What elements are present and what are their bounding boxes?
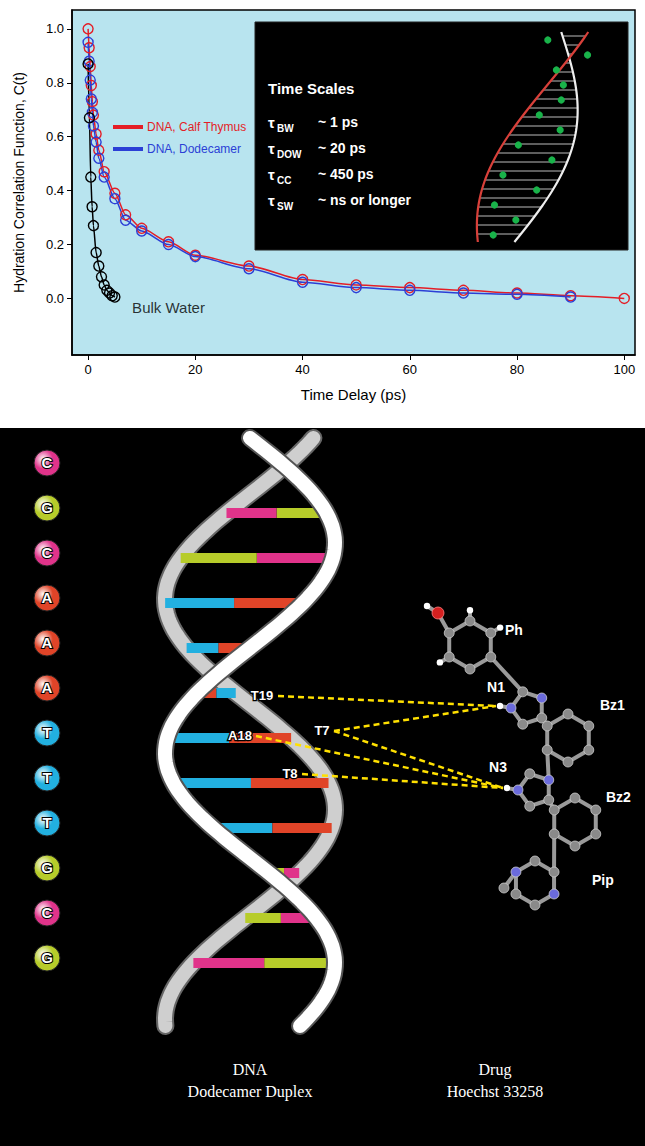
svg-text:A: A (42, 679, 53, 696)
svg-text:T: T (42, 769, 51, 786)
svg-text:0: 0 (84, 362, 91, 377)
svg-text:N1: N1 (487, 679, 505, 695)
svg-text:Time Scales: Time Scales (268, 80, 354, 97)
svg-text:G: G (41, 859, 53, 876)
svg-text:0.4: 0.4 (46, 183, 64, 198)
svg-text:Bz1: Bz1 (600, 697, 625, 713)
svg-text:0.8: 0.8 (46, 75, 64, 90)
svg-text:τ: τ (268, 166, 275, 183)
svg-text:0.0: 0.0 (46, 291, 64, 306)
svg-text:0.6: 0.6 (46, 129, 64, 144)
svg-text:~ ns or longer: ~ ns or longer (318, 192, 412, 208)
svg-text:~ 1 ps: ~ 1 ps (318, 114, 358, 130)
svg-text:Bulk Water: Bulk Water (132, 299, 205, 316)
svg-text:T: T (42, 814, 51, 831)
svg-text:~ 20 ps: ~ 20 ps (318, 140, 366, 156)
svg-text:Dodecamer Duplex: Dodecamer Duplex (188, 1083, 313, 1101)
svg-text:Ph: Ph (505, 622, 523, 638)
svg-text:DNA, Dodecamer: DNA, Dodecamer (147, 142, 241, 156)
svg-text:Hoechst 33258: Hoechst 33258 (447, 1083, 543, 1100)
svg-text:τ: τ (268, 114, 275, 131)
svg-text:A: A (42, 589, 53, 606)
svg-text:DNA: DNA (233, 1061, 268, 1078)
svg-text:Pip: Pip (592, 872, 614, 888)
svg-text:80: 80 (510, 362, 524, 377)
svg-text:1.0: 1.0 (46, 21, 64, 36)
svg-text:DOW: DOW (277, 149, 302, 160)
svg-text:C: C (42, 904, 53, 921)
svg-text:~ 450 ps: ~ 450 ps (318, 166, 374, 182)
svg-text:100: 100 (613, 362, 635, 377)
svg-text:A: A (42, 634, 53, 651)
svg-text:Drug: Drug (479, 1061, 512, 1079)
svg-text:SW: SW (277, 201, 294, 212)
svg-text:DNA, Calf Thymus: DNA, Calf Thymus (147, 120, 246, 134)
svg-text:C: C (42, 454, 53, 471)
svg-text:Hydration Correlation Function: Hydration Correlation Function, C(t) (11, 72, 27, 293)
svg-text:A18: A18 (228, 728, 252, 743)
svg-text:T: T (42, 724, 51, 741)
svg-text:20: 20 (188, 362, 202, 377)
svg-text:60: 60 (403, 362, 417, 377)
svg-text:T8: T8 (282, 766, 297, 781)
svg-text:τ: τ (268, 192, 275, 209)
svg-text:Bz2: Bz2 (606, 789, 631, 805)
svg-text:G: G (41, 499, 53, 516)
svg-text:0.2: 0.2 (46, 237, 64, 252)
svg-text:C: C (42, 544, 53, 561)
svg-text:CC: CC (277, 175, 291, 186)
svg-text:T19: T19 (251, 688, 273, 703)
svg-text:40: 40 (295, 362, 309, 377)
svg-text:Time Delay (ps): Time Delay (ps) (301, 386, 406, 403)
svg-text:N3: N3 (489, 759, 507, 775)
svg-text:T7: T7 (314, 723, 329, 738)
svg-text:τ: τ (268, 140, 275, 157)
svg-text:G: G (41, 949, 53, 966)
svg-text:BW: BW (277, 123, 294, 134)
